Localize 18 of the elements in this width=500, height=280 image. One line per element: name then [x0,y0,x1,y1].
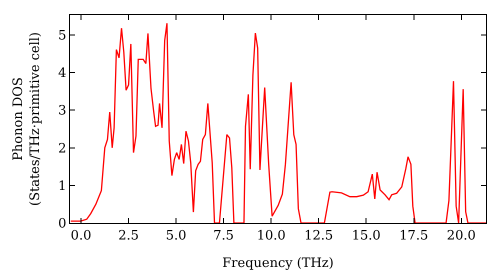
x-tick-label: 2.5 [118,228,139,244]
y-axis-title: Phonon DOS (States/THz·primitive cell) [11,32,44,206]
x-tick-label: 15.0 [352,228,381,244]
line-series [70,22,486,223]
y-tick-label: 2 [58,141,66,156]
y-tick-label: 5 [58,28,66,44]
x-tick-label: 17.5 [399,228,428,244]
x-tick-label: 20.0 [446,228,476,244]
x-tick-label: 7.5 [213,228,234,244]
x-tick-label: 0.0 [70,228,92,244]
y-tick-label: 1 [58,178,66,194]
x-tick-label: 5.0 [166,228,186,244]
y-tick-label: 3 [58,104,66,119]
x-tick-label: 12.5 [304,228,334,244]
y-tick-label: 0 [58,216,66,232]
x-tick-label: 10.0 [256,228,286,244]
y-tick-label: 4 [58,66,66,82]
x-axis-title: Frequency (THz) [222,256,334,272]
